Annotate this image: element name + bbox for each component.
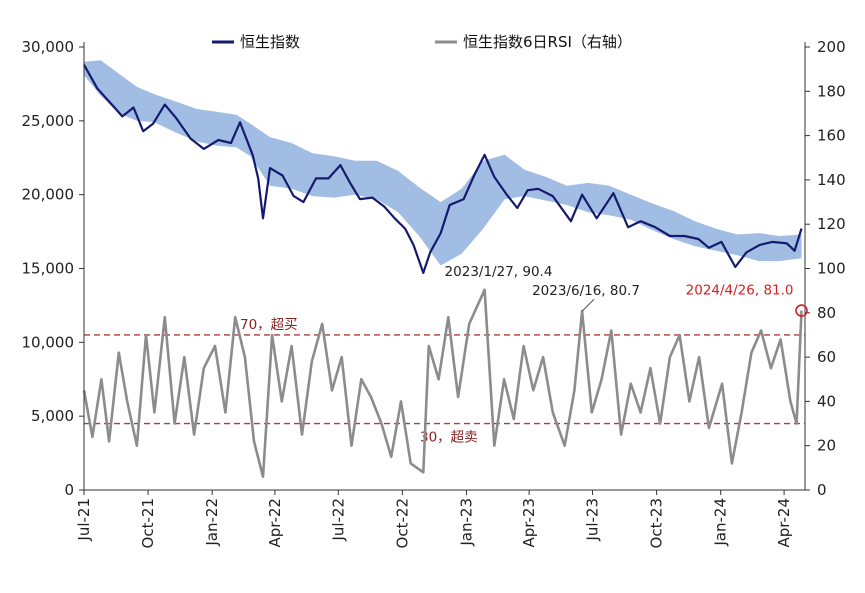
right-tick-label: 80 (817, 304, 836, 322)
annotation-label: 2024/4/26, 81.0 (686, 283, 794, 299)
right-tick-label: 20 (817, 437, 836, 455)
right-tick-label: 180 (817, 82, 846, 100)
legend-label: 恒生指数 (240, 33, 300, 51)
left-tick-label: 25,000 (22, 112, 75, 130)
right-tick-label: 200 (817, 38, 846, 56)
annotation-label: 2023/6/16, 80.7 (532, 283, 640, 299)
x-tick-label: Jan-23 (457, 498, 475, 547)
left-tick-label: 10,000 (22, 333, 75, 351)
right-tick-label: 40 (817, 392, 836, 410)
right-tick-label: 100 (817, 260, 846, 278)
left-tick-label: 20,000 (22, 186, 75, 204)
x-tick-label: Jul-22 (329, 498, 347, 542)
left-tick-label: 30,000 (22, 38, 75, 56)
reference-label-30: 30，超卖 (420, 430, 478, 446)
rsi-series-line (82, 288, 803, 479)
annotation-leader (581, 298, 595, 312)
left-tick-label: 5,000 (31, 407, 74, 425)
index-band (84, 60, 802, 266)
legend-label: 恒生指数6日RSI（右轴） (463, 33, 632, 51)
right-tick-label: 120 (817, 215, 846, 233)
annotation-label: 2023/1/27, 90.4 (445, 264, 553, 280)
x-tick-label: Oct-23 (648, 498, 666, 548)
annotation-marker (795, 304, 808, 317)
left-tick-label: 0 (64, 481, 74, 499)
x-tick-label: Apr-23 (520, 498, 538, 548)
right-tick-label: 60 (817, 348, 836, 366)
hsi-series-line (83, 64, 803, 274)
x-tick-label: Jan-24 (712, 498, 730, 547)
right-tick-label: 160 (817, 127, 846, 145)
x-tick-label: Jul-21 (75, 498, 93, 542)
x-tick-label: Jul-23 (584, 498, 602, 542)
right-tick-label: 140 (817, 171, 846, 189)
x-tick-label: Apr-22 (266, 498, 284, 548)
x-tick-label: Oct-21 (139, 498, 157, 548)
x-tick-label: Oct-22 (393, 498, 411, 548)
x-tick-label: Jan-22 (203, 498, 221, 547)
right-tick-label: 0 (817, 481, 827, 499)
reference-label-70: 70，超买 (240, 317, 298, 333)
x-tick-label: Apr-24 (775, 498, 793, 548)
left-tick-label: 15,000 (22, 260, 75, 278)
